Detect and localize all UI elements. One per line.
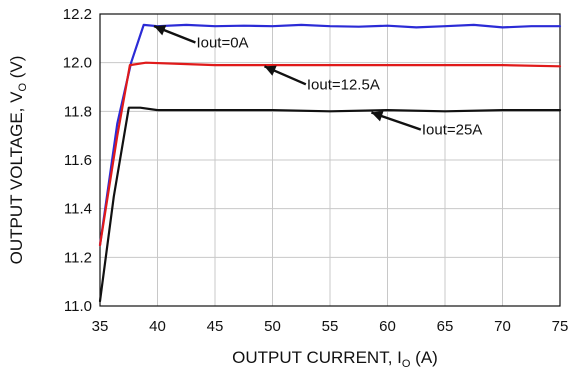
y-tick-label: 11.4 <box>64 201 92 218</box>
y-tick-label: 11.8 <box>64 103 92 120</box>
x-tick-label: 55 <box>322 318 339 335</box>
y-tick-label: 11.6 <box>64 152 92 169</box>
x-tick-labels: 35 40 45 50 55 60 65 70 75 <box>92 318 569 335</box>
y-tick-label: 12.2 <box>63 6 92 23</box>
x-axis-title: OUTPUT CURRENT, IO (A) <box>232 348 438 370</box>
y-tick-label: 11.2 <box>64 249 92 266</box>
annotation-arrow-head-1 <box>264 65 277 76</box>
x-tick-label: 70 <box>494 318 511 335</box>
x-tick-label: 60 <box>379 318 396 335</box>
series-layer <box>98 23 562 303</box>
x-tick-label: 45 <box>207 318 224 335</box>
x-tick-label: 35 <box>92 318 109 335</box>
series-line-0 <box>98 23 562 247</box>
x-tick-label: 65 <box>437 318 454 335</box>
series-line-1 <box>98 61 562 247</box>
y-tick-labels: 11.0 11.2 11.4 11.6 11.8 12.0 12.2 <box>63 6 92 315</box>
y-tick-label: 12.0 <box>63 55 92 72</box>
x-axis-title-subscript: O <box>402 358 411 370</box>
annotation-label-2: Iout=25A <box>422 122 482 139</box>
y-axis-title: OUTPUT VOLTAGE, VO (V) <box>7 56 29 265</box>
x-axis-title-main: OUTPUT CURRENT, I <box>232 348 402 367</box>
y-axis-title-unit: (V) <box>7 56 26 83</box>
grid-lines <box>100 14 560 306</box>
annotation-arrow-head-2 <box>371 110 384 122</box>
x-tick-label: 40 <box>149 318 166 335</box>
annotation-label-1: Iout=12.5A <box>307 76 380 93</box>
y-axis-title-subscript: O <box>17 83 29 92</box>
annotation-arrow-head-0 <box>154 25 167 36</box>
x-tick-label: 75 <box>552 318 569 335</box>
plot-area-frame <box>99 13 561 307</box>
y-tick-label: 11.0 <box>64 298 92 315</box>
y-axis-title-main: OUTPUT VOLTAGE, V <box>7 91 26 265</box>
x-tick-label: 50 <box>264 318 281 335</box>
series-line-2 <box>98 106 562 303</box>
annotation-label-0: Iout=0A <box>196 34 248 51</box>
annotations-layer: Iout=0A Iout=12.5A Iout=25A <box>153 25 482 139</box>
x-axis-title-unit: (A) <box>410 348 437 367</box>
